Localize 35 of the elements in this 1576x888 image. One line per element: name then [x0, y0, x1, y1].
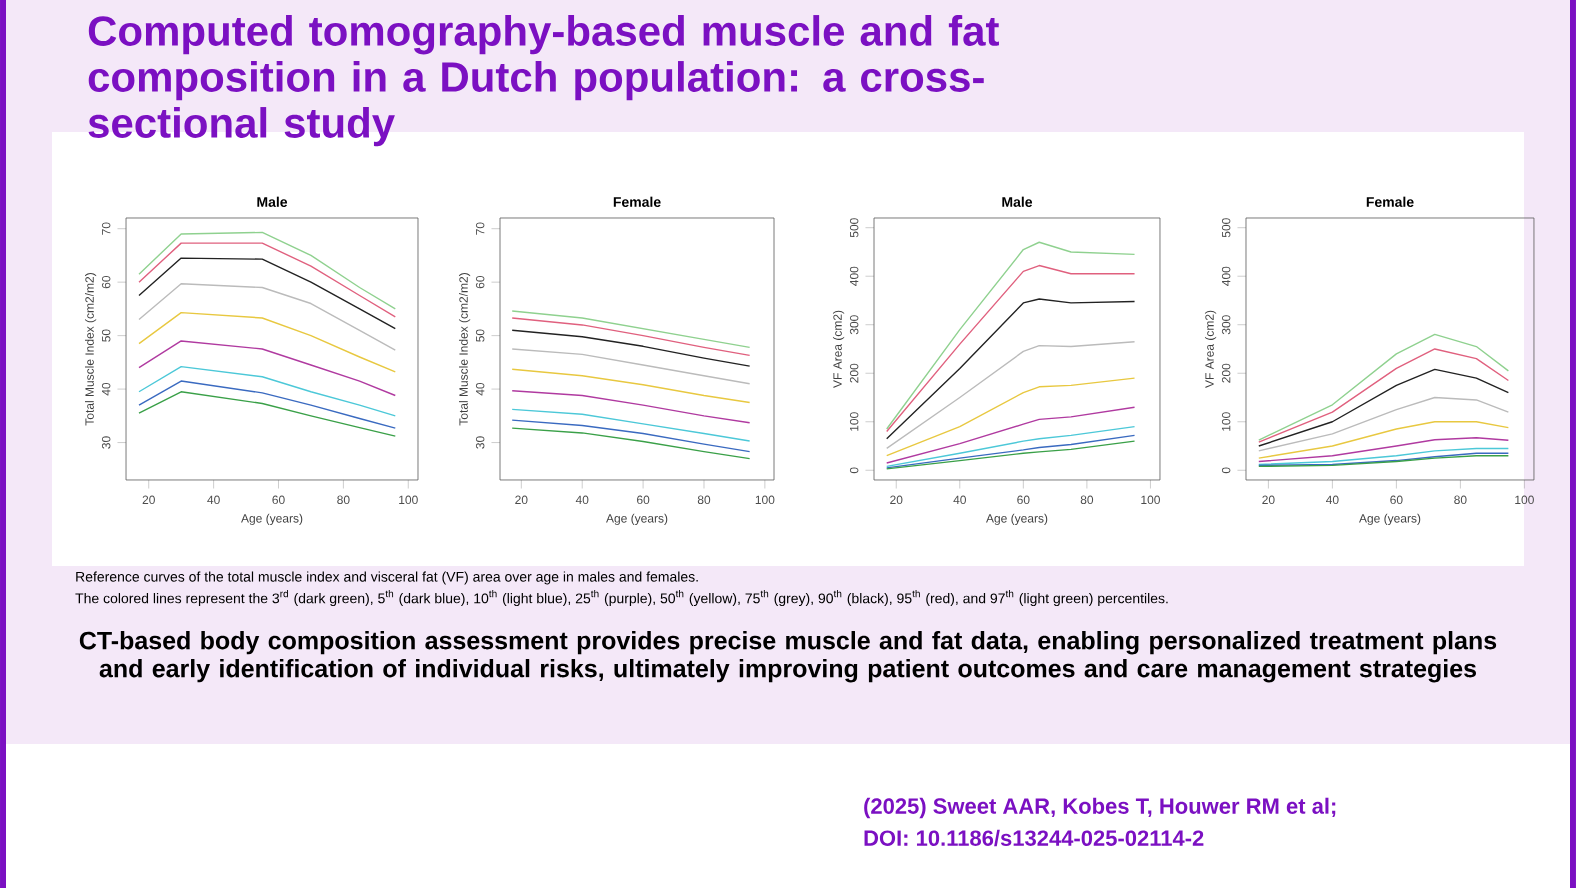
line-series — [1258, 421, 1510, 459]
line-series — [1258, 348, 1510, 443]
line-series — [886, 377, 1136, 457]
line-series — [511, 329, 751, 367]
line-series — [511, 389, 751, 424]
line-series — [138, 365, 396, 417]
line-series — [138, 257, 396, 330]
line-series — [886, 341, 1136, 450]
line-series — [511, 317, 751, 357]
text: CT-based body composition assessment provides precise muscle and fat data, enabling personalized treatment plans and early identification of individual risks, ultimately improving patient outcomes and care management strategies — [79, 631, 1497, 683]
line-series — [511, 419, 751, 453]
line-series — [886, 425, 1136, 468]
line-series — [138, 231, 396, 310]
line-series — [511, 408, 751, 442]
line-series — [1258, 368, 1510, 447]
text: (2025) Sweet AAR, Kobes T, Houwer RM et al; — [864, 797, 1336, 819]
line-series — [1258, 333, 1510, 441]
line-series — [886, 434, 1136, 469]
line-series — [1258, 396, 1510, 452]
line-series — [886, 406, 1136, 464]
line-series — [138, 283, 396, 351]
line-series — [138, 340, 396, 397]
line-series — [138, 311, 396, 373]
line-series — [511, 427, 751, 460]
line-series — [1258, 447, 1510, 466]
text: DOI: 10.1186/s13244-025-02114-2 — [864, 829, 1204, 847]
line-series — [1258, 437, 1510, 463]
line-series — [138, 242, 396, 318]
line-series — [886, 440, 1136, 470]
line-series — [511, 348, 751, 385]
line-series — [511, 368, 751, 404]
text: Computed tomography-based muscle and fat composition in a Dutch population: a cross-sectional study — [88, 15, 999, 147]
line-series — [138, 380, 396, 429]
line-series — [886, 298, 1136, 440]
line-series — [138, 391, 396, 437]
